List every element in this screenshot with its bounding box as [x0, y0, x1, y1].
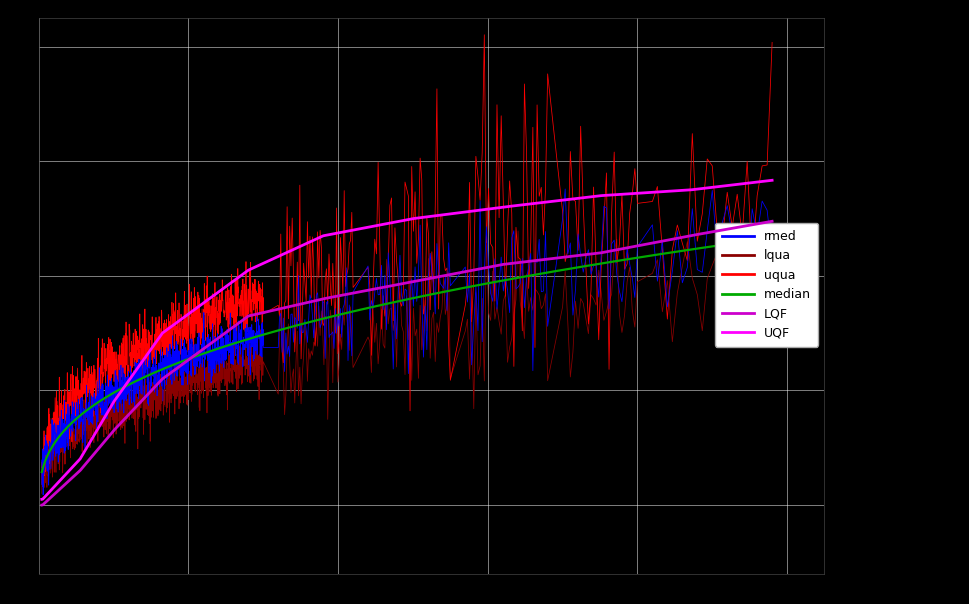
Legend: rmed, lqua, uqua, median, LQF, UQF: rmed, lqua, uqua, median, LQF, UQF	[714, 223, 818, 347]
